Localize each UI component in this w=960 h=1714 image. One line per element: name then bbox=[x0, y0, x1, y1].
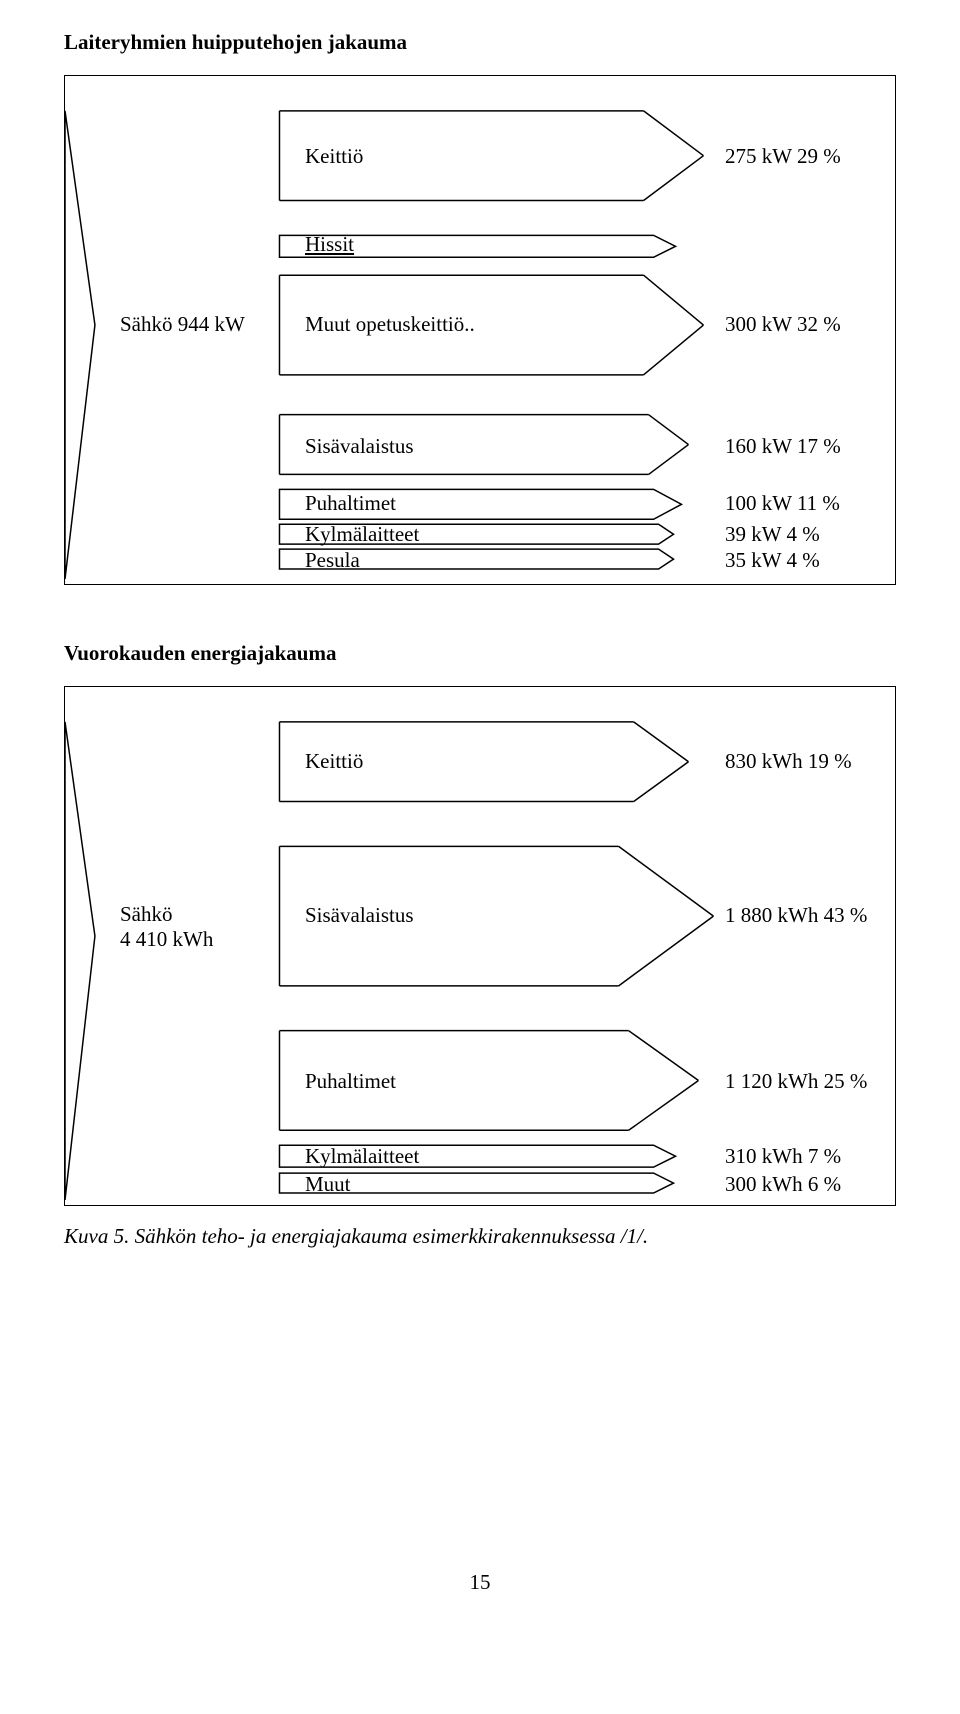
d2-branch-2-label: Puhaltimet bbox=[305, 1069, 396, 1094]
figure-caption: Kuva 5. Sähkön teho- ja energiajakauma e… bbox=[64, 1224, 896, 1249]
d2-branch-3-label: Kylmälaitteet bbox=[305, 1144, 419, 1169]
d1-branch-5-label: Kylmälaitteet bbox=[305, 522, 419, 547]
d1-branch-0-label: Keittiö bbox=[305, 144, 363, 169]
page: Laiteryhmien huipputehojen jakauma bbox=[0, 0, 960, 1635]
d1-branch-3-label: Sisävalaistus bbox=[305, 434, 414, 459]
d1-branch-1-label: Hissit bbox=[305, 232, 354, 257]
d1-branch-4-value: 100 kW 11 % bbox=[725, 491, 840, 516]
d2-input-label-2: 4 410 kWh bbox=[120, 927, 213, 952]
d1-branch-6-label: Pesula bbox=[305, 548, 360, 573]
d1-input-label: Sähkö 944 kW bbox=[120, 312, 245, 337]
d1-branch-5-value: 39 kW 4 % bbox=[725, 522, 820, 547]
figure1-title: Laiteryhmien huipputehojen jakauma bbox=[64, 30, 896, 55]
d1-branch-3-value: 160 kW 17 % bbox=[725, 434, 841, 459]
d2-branch-4-value: 300 kWh 6 % bbox=[725, 1172, 841, 1197]
diagram-1: Sähkö 944 kW Keittiö 275 kW 29 % Hissit … bbox=[64, 75, 896, 585]
d2-branch-3-value: 310 kWh 7 % bbox=[725, 1144, 841, 1169]
d1-branch-6-value: 35 kW 4 % bbox=[725, 548, 820, 573]
d2-branch-1-value: 1 880 kWh 43 % bbox=[725, 903, 867, 928]
d1-branch-0-value: 275 kW 29 % bbox=[725, 144, 841, 169]
d2-branch-0-label: Keittiö bbox=[305, 749, 363, 774]
d1-branch-4-label: Puhaltimet bbox=[305, 491, 396, 516]
d2-branch-4-label: Muut bbox=[305, 1172, 351, 1197]
d1-branch-2-label: Muut opetuskeittiö.. bbox=[305, 312, 475, 337]
d2-branch-1-label: Sisävalaistus bbox=[305, 903, 414, 928]
d2-branch-0-value: 830 kWh 19 % bbox=[725, 749, 852, 774]
diagram-2: Sähkö 4 410 kWh Keittiö 830 kWh 19 % Sis… bbox=[64, 686, 896, 1206]
page-number: 15 bbox=[64, 1570, 896, 1595]
d1-branch-2-value: 300 kW 32 % bbox=[725, 312, 841, 337]
d2-branch-2-value: 1 120 kWh 25 % bbox=[725, 1069, 867, 1094]
figure2-title: Vuorokauden energiajakauma bbox=[64, 641, 896, 666]
d2-input-label-1: Sähkö bbox=[120, 902, 173, 927]
